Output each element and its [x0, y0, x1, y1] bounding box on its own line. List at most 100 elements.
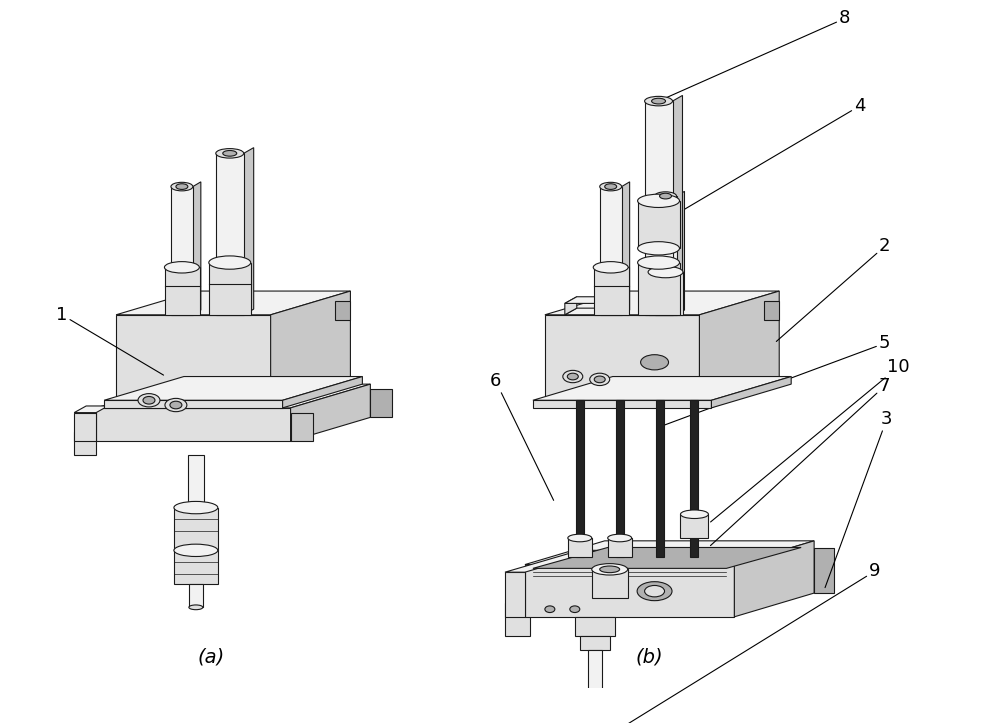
Polygon shape	[622, 182, 630, 315]
Polygon shape	[525, 565, 734, 617]
Polygon shape	[545, 291, 779, 315]
Polygon shape	[505, 602, 530, 636]
Polygon shape	[116, 291, 350, 315]
Polygon shape	[533, 377, 791, 401]
Text: 4: 4	[661, 97, 866, 223]
Ellipse shape	[645, 586, 665, 597]
Ellipse shape	[641, 355, 669, 370]
Polygon shape	[594, 268, 629, 315]
Ellipse shape	[223, 150, 237, 156]
Text: (a): (a)	[197, 647, 224, 666]
Polygon shape	[565, 308, 607, 315]
Polygon shape	[283, 377, 362, 408]
Polygon shape	[525, 541, 814, 565]
Polygon shape	[244, 147, 254, 315]
Polygon shape	[216, 153, 244, 315]
Polygon shape	[291, 384, 370, 441]
Text: 3: 3	[825, 410, 892, 588]
Polygon shape	[271, 291, 350, 401]
Text: 1: 1	[56, 306, 164, 375]
Ellipse shape	[174, 502, 218, 514]
Ellipse shape	[165, 398, 187, 411]
Polygon shape	[655, 196, 677, 315]
Text: 10: 10	[711, 358, 910, 522]
Ellipse shape	[570, 606, 580, 612]
Polygon shape	[370, 389, 392, 417]
Text: 9: 9	[619, 562, 880, 723]
Ellipse shape	[660, 193, 672, 199]
Polygon shape	[734, 541, 814, 617]
Polygon shape	[189, 583, 203, 607]
Polygon shape	[814, 549, 834, 593]
Polygon shape	[74, 406, 108, 413]
Ellipse shape	[593, 262, 628, 273]
Polygon shape	[96, 384, 370, 408]
Polygon shape	[673, 95, 682, 315]
Ellipse shape	[680, 510, 708, 518]
Ellipse shape	[568, 534, 592, 542]
Ellipse shape	[608, 534, 632, 542]
Polygon shape	[188, 455, 204, 508]
Polygon shape	[565, 296, 577, 315]
Polygon shape	[575, 617, 615, 636]
Ellipse shape	[652, 98, 666, 104]
Polygon shape	[193, 182, 201, 315]
Ellipse shape	[600, 566, 620, 573]
Polygon shape	[116, 315, 271, 401]
Ellipse shape	[176, 184, 188, 189]
Polygon shape	[104, 401, 283, 408]
Polygon shape	[505, 550, 600, 572]
Text: (b): (b)	[636, 647, 663, 666]
Polygon shape	[565, 296, 607, 304]
Polygon shape	[104, 377, 362, 401]
Polygon shape	[592, 569, 628, 598]
Polygon shape	[291, 413, 313, 441]
Polygon shape	[600, 187, 622, 315]
Ellipse shape	[164, 262, 199, 273]
Polygon shape	[174, 508, 218, 550]
Ellipse shape	[648, 266, 683, 278]
Polygon shape	[533, 401, 711, 408]
Ellipse shape	[637, 582, 672, 601]
Polygon shape	[638, 201, 680, 248]
Ellipse shape	[209, 256, 251, 269]
Polygon shape	[656, 401, 664, 557]
Polygon shape	[505, 572, 525, 617]
Polygon shape	[588, 650, 602, 702]
Ellipse shape	[638, 256, 680, 269]
Polygon shape	[690, 401, 698, 557]
Text: 8: 8	[661, 9, 850, 100]
Polygon shape	[680, 514, 708, 538]
Polygon shape	[209, 262, 251, 315]
Polygon shape	[545, 315, 699, 401]
Ellipse shape	[545, 606, 555, 612]
Ellipse shape	[638, 241, 680, 255]
Ellipse shape	[573, 696, 617, 709]
Ellipse shape	[594, 376, 605, 382]
Ellipse shape	[567, 373, 578, 380]
Text: 6: 6	[490, 372, 554, 500]
Polygon shape	[677, 192, 684, 315]
Polygon shape	[616, 401, 624, 557]
Polygon shape	[174, 550, 218, 583]
Ellipse shape	[171, 182, 193, 191]
Polygon shape	[568, 538, 592, 557]
Polygon shape	[649, 272, 683, 315]
Ellipse shape	[174, 544, 218, 557]
Ellipse shape	[143, 396, 155, 404]
Text: 5: 5	[662, 334, 890, 426]
Polygon shape	[711, 377, 791, 408]
Polygon shape	[96, 408, 291, 441]
Polygon shape	[608, 538, 632, 557]
Ellipse shape	[590, 373, 610, 385]
Ellipse shape	[600, 182, 622, 191]
Ellipse shape	[645, 96, 673, 106]
Polygon shape	[638, 262, 680, 315]
Ellipse shape	[170, 401, 182, 408]
Ellipse shape	[189, 605, 203, 609]
Polygon shape	[576, 401, 584, 557]
Polygon shape	[764, 301, 779, 320]
Ellipse shape	[638, 194, 680, 208]
Ellipse shape	[216, 149, 244, 158]
Polygon shape	[171, 187, 193, 315]
